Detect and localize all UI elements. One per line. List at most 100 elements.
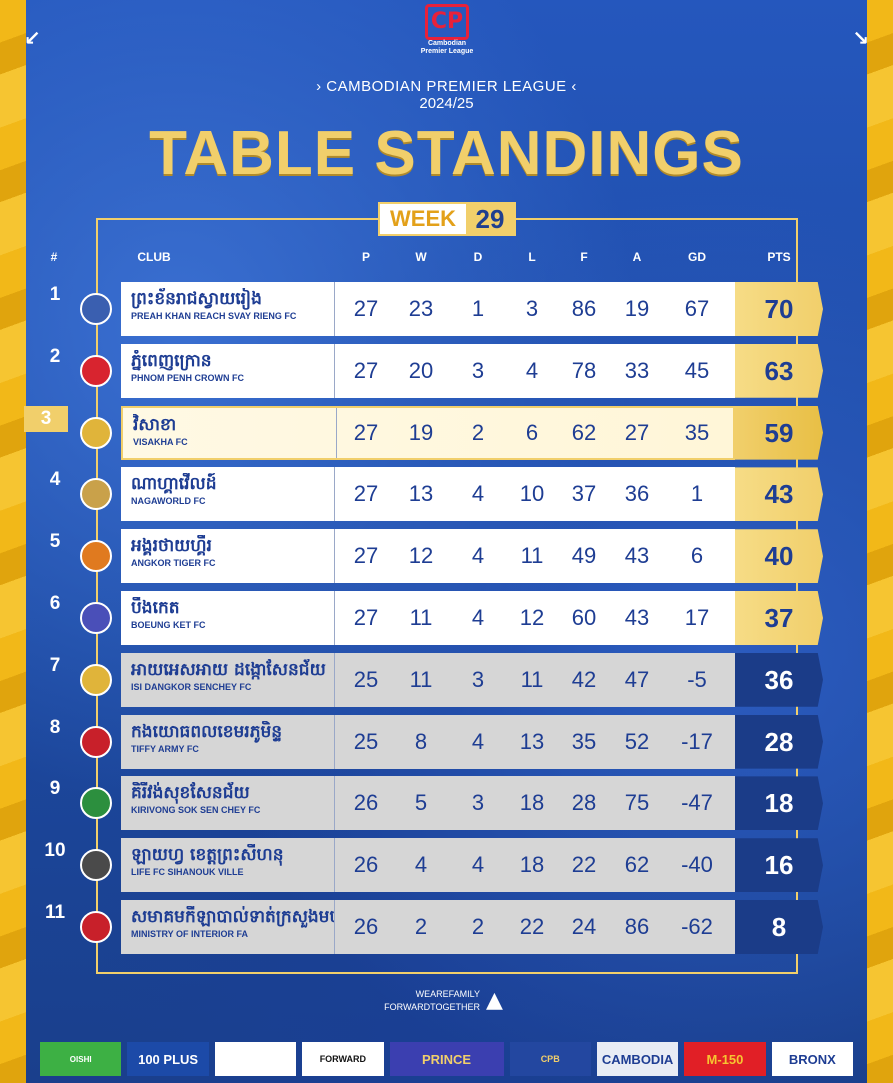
stat-w: 13 — [408, 481, 434, 507]
club-name-cell: ព្រះខ័នរាជស្វាយរៀង PREAH KHAN REACH SVAY … — [121, 282, 335, 336]
club-name-cell: ឡាយហ្វ ខេត្តព្រះសីហនុ LIFE FC SIHANOUK VI… — [121, 838, 335, 893]
table-row: 1 ព្រះខ័នរាជស្វាយរៀង PREAH KHAN REACH SVAY… — [0, 282, 893, 336]
footer-line-2: FORWARDTOGETHER — [384, 1002, 480, 1012]
sponsor-logo: OISHI — [40, 1042, 122, 1076]
stat-gd: -17 — [681, 728, 713, 754]
stat-l: 12 — [519, 605, 545, 630]
page-title: TABLE STANDINGS — [149, 119, 744, 188]
stat-d: 4 — [471, 481, 485, 507]
club-name-english: TIFFY ARMY FC — [131, 743, 199, 754]
stat-p: 26 — [353, 790, 379, 816]
stat-w: 5 — [414, 790, 428, 816]
stat-a: 36 — [624, 481, 650, 507]
stat-f: 28 — [571, 790, 597, 816]
club-name-khmer: វិសាខា — [133, 414, 177, 435]
table-row: 10 ឡាយហ្វ ខេត្តព្រះសីហនុ LIFE FC SIHANOUK … — [0, 838, 893, 893]
club-name-cell: អង្គរថាយហ្គឺរ ANGKOR TIGER FC — [121, 529, 335, 584]
points: 43 — [735, 467, 823, 522]
stat-w: 11 — [409, 605, 433, 630]
stat-d: 2 — [471, 914, 485, 939]
club-name-khmer: អង្គរថាយហ្គឺរ — [131, 536, 212, 557]
points: 70 — [735, 282, 823, 336]
header-club: CLUB — [137, 250, 171, 264]
table-row: 11 សមាគមកីឡាបាល់ទាត់ក្រសួងមហាផ្ទៃ MINISTRY… — [0, 900, 893, 954]
header-d: D — [473, 250, 483, 264]
stat-a: 62 — [624, 852, 650, 878]
club-crest-icon — [74, 596, 118, 640]
week-badge: WEEK 29 — [378, 202, 516, 236]
row-card: កងយោធពលខេមរភូមិន្ទ TIFFY ARMY FC — [121, 714, 735, 769]
header-p: P — [361, 250, 370, 264]
sponsor-bar: OISHI 100 PLUS FORWARD PRINCE CPB CAMBODIA M-1… — [40, 1042, 854, 1078]
stat-d: 3 — [471, 666, 485, 692]
footer-line-1: WEAREFAMILY — [415, 989, 480, 999]
points: 18 — [735, 776, 823, 831]
row-card: បឹងកេត BOEUNG KET FC — [121, 591, 735, 645]
season: 2024/25 — [419, 95, 474, 112]
club-name-english: ANGKOR TIGER FC — [131, 558, 216, 569]
stat-p: 27 — [353, 419, 379, 445]
club-name-english: KIRIVONG SOK SEN CHEY FC — [131, 805, 261, 816]
row-position: 3 — [24, 405, 68, 432]
table-row: 2 ភ្នំពេញក្រោន PHNOM PENH CROWN FC 27 20 3 4 78… — [0, 343, 893, 398]
club-name-khmer: គិរីវង់សុខសែនជ័យ — [131, 783, 250, 804]
club-name-english: BOEUNG KET FC — [131, 620, 206, 630]
stat-l: 10 — [519, 481, 545, 507]
points: 37 — [735, 591, 823, 645]
stat-f: 35 — [571, 728, 597, 754]
row-card: អង្គរថាយហ្គឺរ ANGKOR TIGER FC — [121, 529, 735, 584]
club-name-english: PREAH KHAN REACH SVAY RIENG FC — [131, 311, 297, 321]
week-number: 29 — [466, 204, 514, 234]
arrow-down-left-icon: ↙ — [24, 26, 41, 50]
stat-d: 4 — [471, 728, 485, 754]
stat-w: 19 — [408, 419, 434, 445]
row-card: សមាគមកីឡាបាល់ទាត់ក្រសួងមហាផ្ទៃ MINISTRY O… — [121, 900, 735, 954]
stat-l: 18 — [519, 790, 545, 816]
league-logo: CP Cambodian Premier League — [419, 4, 475, 60]
club-name-english: NAGAWORLD FC — [131, 496, 206, 507]
club-crest-badge — [80, 354, 112, 387]
stat-f: 42 — [571, 666, 597, 692]
club-name-cell: ភ្នំពេញក្រោន PHNOM PENH CROWN FC — [121, 343, 335, 398]
row-card: អាយអេសអាយ ដង្កោសែនជ័យ ISI DANGKOR SENCHEY… — [121, 652, 735, 707]
club-name-khmer: ឡាយហ្វ ខេត្តព្រះសីហនុ — [131, 845, 284, 866]
stat-l: 11 — [520, 666, 544, 692]
club-name-english: ISI DANGKOR SENCHEY FC — [131, 681, 252, 692]
header-gd: GD — [688, 250, 706, 264]
row-card: ណាហ្គាវើលដ៍ NAGAWORLD FC — [121, 467, 735, 522]
club-name-english: VISAKHA FC — [133, 436, 188, 447]
points: 8 — [735, 900, 823, 954]
stat-gd: 6 — [690, 543, 704, 569]
stat-l: 4 — [525, 357, 539, 383]
stat-p: 27 — [353, 357, 379, 383]
stat-gd: -40 — [681, 852, 713, 878]
row-position: 2 — [49, 345, 61, 367]
club-crest-icon — [74, 287, 118, 331]
footer-slogan: WEAREFAMILY FORWARDTOGETHER — [380, 988, 480, 1014]
week-label: WEEK — [390, 206, 456, 231]
cpl-logo-icon: CP — [425, 4, 469, 40]
club-crest-icon — [74, 534, 118, 578]
table-row: 5 អង្គរថាយហ្គឺរ ANGKOR TIGER FC 27 12 4 11 49 43… — [0, 529, 893, 584]
points: 36 — [735, 652, 823, 707]
row-position: 8 — [49, 716, 61, 738]
league-name: › CAMBODIAN PREMIER LEAGUE ‹ — [316, 78, 577, 95]
stat-d: 3 — [471, 357, 485, 383]
club-crest-badge — [80, 787, 112, 820]
stat-w: 23 — [408, 296, 434, 321]
stat-p: 26 — [353, 852, 379, 878]
club-crest-icon — [74, 472, 118, 516]
header-l: L — [528, 250, 536, 264]
row-position: 10 — [44, 840, 66, 862]
header-a: A — [632, 250, 642, 264]
stat-a: 47 — [624, 666, 650, 692]
stat-f: 22 — [571, 852, 597, 878]
stat-l: 22 — [519, 914, 545, 939]
stat-p: 27 — [353, 543, 379, 569]
club-crest-icon — [74, 720, 118, 764]
stat-d: 3 — [471, 790, 485, 816]
points: 16 — [735, 838, 823, 893]
stat-a: 52 — [624, 728, 650, 754]
stat-f: 37 — [571, 481, 597, 507]
stat-p: 25 — [353, 728, 379, 754]
